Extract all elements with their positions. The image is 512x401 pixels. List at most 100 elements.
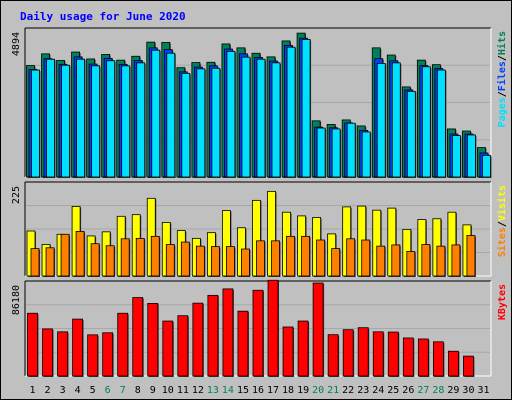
pages-bar <box>211 67 221 178</box>
pages-bar <box>106 60 116 178</box>
sites-bar <box>135 237 145 277</box>
pages-bar <box>241 56 251 178</box>
x-tick-label: 27 <box>417 385 429 396</box>
sites-bar <box>30 248 40 277</box>
kbytes-bar <box>387 331 399 377</box>
sites-bar <box>436 245 446 277</box>
pages-bar <box>316 127 326 178</box>
sites-bar <box>406 251 416 277</box>
x-tick-label: 3 <box>60 385 66 396</box>
x-tick-label: 31 <box>477 385 489 396</box>
kbytes-bar <box>132 297 144 377</box>
x-tick-label: 14 <box>222 385 234 396</box>
x-tick-label: 22 <box>342 385 354 396</box>
sites-bar <box>150 235 160 277</box>
pages-bar <box>391 62 401 178</box>
legend: Pages/Files/Hits <box>496 31 508 127</box>
kbytes-bar <box>327 334 339 377</box>
kbytes-bar <box>57 331 68 377</box>
kbytes-bar <box>357 327 369 377</box>
legend-item-sites: Sites <box>496 227 508 257</box>
legend-item-visits: Visits <box>496 185 508 221</box>
x-tick-label: 18 <box>282 385 294 396</box>
sites-bar <box>180 241 190 277</box>
x-tick-label: 12 <box>192 385 204 396</box>
pages-bar <box>151 49 161 178</box>
pages-bar <box>166 52 176 178</box>
x-tick-label: 21 <box>327 385 339 396</box>
pages-bar <box>76 58 85 178</box>
kbytes-bar <box>372 331 384 377</box>
pages-bar <box>181 72 191 178</box>
sites-bar <box>45 247 55 277</box>
sites-bar <box>226 246 235 277</box>
sites-bar <box>271 240 280 277</box>
kbytes-bar <box>252 289 264 377</box>
kbytes-bar <box>162 320 174 377</box>
pages-bar <box>361 131 371 178</box>
x-tick-label: 13 <box>207 385 219 396</box>
pages-bar <box>31 69 40 178</box>
sites-bar <box>165 244 175 277</box>
sites-bar <box>346 238 356 277</box>
x-tick-label: 10 <box>162 385 174 396</box>
pages-bar <box>46 58 55 178</box>
x-tick-label: 2 <box>45 385 51 396</box>
sites-bar <box>466 235 476 277</box>
kbytes-bar <box>432 341 444 377</box>
pages-bar <box>482 154 491 178</box>
kbytes-bar <box>222 288 234 377</box>
legend: Sites/Visits <box>496 185 508 257</box>
sites-bar <box>105 245 115 277</box>
sites-bar <box>331 248 341 277</box>
x-tick-label: 28 <box>432 385 444 396</box>
sites-bar <box>90 243 100 277</box>
x-tick-label: 15 <box>237 385 249 396</box>
pages-bar <box>301 39 311 178</box>
pages-bar <box>346 122 356 178</box>
x-tick-label: 17 <box>267 385 279 396</box>
pages-bar <box>256 58 266 178</box>
x-tick-label: 5 <box>90 385 96 396</box>
sites-bar <box>210 246 220 277</box>
kbytes-bar <box>342 329 354 377</box>
legend-item-hits: Hits <box>496 31 508 55</box>
kbytes-bar <box>282 326 294 377</box>
y-axis-max-label: 4894 <box>11 32 22 56</box>
kbytes-bar <box>27 312 38 377</box>
sites-bar <box>316 239 326 277</box>
sites-bar <box>241 248 250 277</box>
sites-bar <box>361 239 371 277</box>
legend-item-files: Files <box>496 61 508 91</box>
kbytes-bar <box>237 310 249 377</box>
legend: KBytes <box>497 284 508 320</box>
sites-bar <box>376 245 386 277</box>
legend-separator: / <box>497 221 508 227</box>
kbytes-bar <box>42 328 53 377</box>
x-tick-label: 8 <box>135 385 141 396</box>
pages-bar <box>91 65 101 178</box>
x-tick-label: 25 <box>387 385 399 396</box>
pages-bar <box>136 62 146 178</box>
pages-bar <box>286 46 296 178</box>
legend-separator: / <box>497 55 508 61</box>
x-tick-label: 1 <box>30 385 36 396</box>
sites-bar <box>120 238 130 277</box>
x-tick-label: 26 <box>402 385 414 396</box>
x-tick-label: 30 <box>462 385 474 396</box>
kbytes-bar <box>177 315 189 377</box>
kbytes-bar <box>312 282 324 377</box>
x-tick-label: 24 <box>372 385 384 396</box>
sites-bar <box>301 235 310 277</box>
kbytes-bar <box>147 302 159 377</box>
kbytes-bar <box>117 312 129 377</box>
legend-item-pages: Pages <box>497 97 508 127</box>
x-tick-label: 6 <box>105 385 111 396</box>
pages-bar <box>406 90 416 178</box>
pages-bar <box>467 134 476 178</box>
pages-bar <box>226 51 236 178</box>
kbytes-bar <box>102 332 114 377</box>
x-tick-label: 16 <box>252 385 264 396</box>
pages-bar <box>421 66 431 178</box>
